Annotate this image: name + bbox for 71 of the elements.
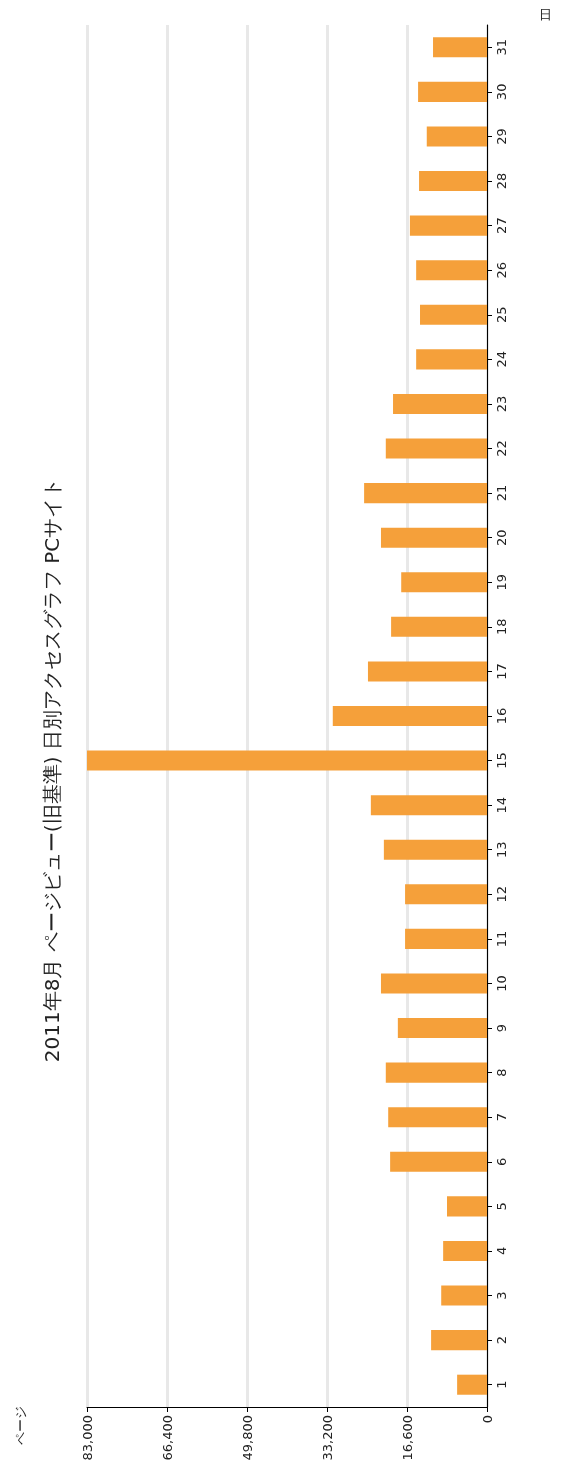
y-tick-label: 25: [494, 306, 509, 324]
y-tick-label: 1: [494, 1380, 509, 1389]
bar: [370, 795, 487, 816]
bar: [426, 126, 487, 147]
y-tick-label: 27: [494, 217, 509, 234]
x-tick-label: 49,800: [239, 1415, 255, 1461]
bar: [367, 661, 487, 682]
bar: [383, 839, 487, 860]
y-tick-label: 12: [494, 886, 509, 903]
bar: [364, 483, 487, 504]
y-tick-label: 18: [494, 618, 509, 636]
bar: [385, 438, 487, 459]
bar: [420, 304, 487, 325]
bar: [388, 1107, 487, 1128]
y-tick-label: 24: [494, 351, 509, 368]
bar: [397, 1018, 487, 1039]
bar: [385, 1062, 487, 1083]
y-tick-label: 17: [494, 663, 509, 680]
y-tick-label: 19: [494, 573, 509, 591]
x-tick-label: 66,400: [159, 1415, 175, 1461]
bar: [380, 973, 487, 994]
y-tick-label: 21: [494, 484, 509, 502]
bar: [441, 1285, 487, 1306]
x-axis-title: 日: [538, 6, 552, 22]
bar: [416, 349, 487, 370]
y-tick-label: 20: [494, 529, 509, 546]
x-tick-label: 83,000: [79, 1415, 95, 1461]
y-tick-label: 15: [494, 752, 509, 769]
text: 2011年8月 ページビュー(旧基準) 日別アクセスグラフ PCサイト: [40, 477, 64, 1063]
bar: [332, 705, 487, 727]
bar: [401, 572, 487, 593]
bar: [457, 1374, 487, 1395]
y-tick-label: 28: [494, 172, 509, 190]
y-tick-label: 3: [494, 1291, 509, 1300]
y-tick-label: 8: [494, 1068, 509, 1077]
bar: [87, 750, 487, 771]
bar: [416, 260, 487, 281]
y-tick-label: 13: [494, 841, 509, 859]
x-tick-label: 33,200: [319, 1415, 335, 1461]
y-tick-label: 29: [494, 128, 509, 145]
bar: [391, 616, 487, 637]
bar: [405, 884, 487, 905]
bar: [390, 1151, 487, 1172]
y-tick-label: 9: [494, 1023, 509, 1033]
y-tick-label: 6: [494, 1157, 509, 1166]
y-tick-label: 22: [494, 440, 509, 457]
y-tick-label: 11: [494, 930, 509, 948]
bar: [419, 171, 487, 192]
y-tick-label: 10: [494, 975, 509, 992]
bar: [393, 393, 487, 414]
y-tick-label: 2: [494, 1335, 509, 1345]
bar: [409, 215, 487, 236]
y-tick-label: 31: [494, 39, 509, 56]
bar: [418, 81, 487, 102]
bar: [405, 928, 487, 949]
y-tick-label: 14: [494, 796, 509, 814]
y-tick-label: 23: [494, 395, 509, 413]
bar: [380, 527, 487, 548]
y-tick-label: 4: [494, 1246, 509, 1256]
y-tick-label: 26: [494, 261, 509, 279]
x-tick-label: 0: [479, 1415, 495, 1424]
bar: [447, 1196, 487, 1217]
y-tick-label: 16: [494, 707, 509, 725]
y-tick-label: 7: [494, 1113, 509, 1122]
y-axis-title: ページ: [12, 1405, 28, 1445]
bar: [433, 37, 487, 58]
x-tick-label: 16,600: [399, 1415, 415, 1461]
bar: [431, 1330, 487, 1351]
y-tick-label: 30: [494, 83, 509, 101]
bar: [443, 1240, 487, 1261]
y-tick-label: 5: [494, 1202, 509, 1211]
